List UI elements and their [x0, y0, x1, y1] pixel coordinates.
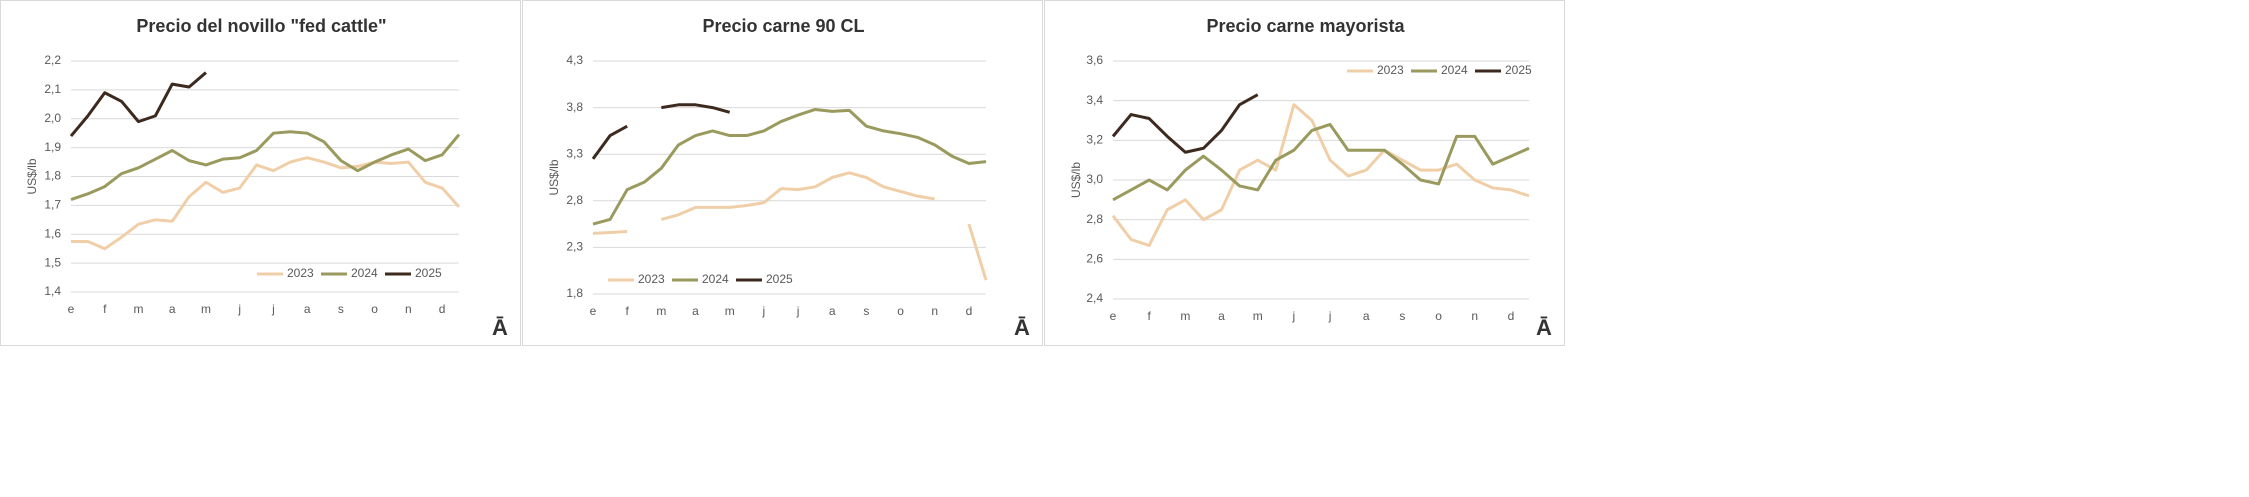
x-tick-label: a	[1363, 309, 1370, 323]
y-tick-label: 1,4	[44, 284, 61, 298]
x-tick-label: j	[762, 304, 766, 318]
x-tick-label: o	[897, 304, 904, 318]
legend-label: 2025	[766, 272, 793, 286]
y-tick-label: 2,2	[44, 53, 61, 67]
y-tick-label: 1,8	[566, 286, 583, 300]
series-line	[592, 230, 628, 235]
legend-label: 2023	[638, 272, 665, 286]
x-tick-label: s	[863, 304, 869, 318]
x-tick-label: a	[304, 302, 311, 316]
x-tick-label: o	[1435, 309, 1442, 323]
x-tick-label: a	[169, 302, 176, 316]
x-tick-label: s	[338, 302, 344, 316]
x-tick-label: j	[271, 302, 275, 316]
series-line	[69, 71, 207, 138]
x-tick-label: n	[1471, 309, 1478, 323]
icon: Ā	[1014, 315, 1030, 340]
x-tick-label: e	[68, 302, 75, 316]
legend-label: 2025	[1505, 63, 1532, 77]
y-tick-label: 2,8	[1086, 212, 1103, 226]
y-tick-label: 2,4	[1086, 291, 1103, 305]
x-tick-label: a	[1218, 309, 1225, 323]
legend-label: 2025	[415, 266, 442, 280]
chart-title: Precio carne 90 CL	[702, 16, 864, 36]
x-tick-label: f	[103, 302, 107, 316]
y-tick-label: 2,6	[1086, 252, 1103, 266]
y-axis-title: US$/lb	[1069, 162, 1083, 198]
y-tick-label: 3,2	[1086, 133, 1103, 147]
y-tick-label: 3,3	[566, 146, 583, 160]
series-line	[591, 124, 628, 160]
x-tick-label: e	[1110, 309, 1117, 323]
chart-panel: Precio del novillo "fed cattle" US$/lb Ā 1,…	[0, 0, 521, 346]
series-line	[592, 107, 987, 226]
x-tick-label: m	[1253, 309, 1263, 323]
y-tick-label: 3,6	[1086, 53, 1103, 67]
legend-label: 2024	[351, 266, 378, 280]
y-axis-title: US$/lb	[547, 159, 561, 195]
y-tick-label: 3,8	[566, 100, 583, 114]
legend-label: 2023	[1377, 63, 1404, 77]
x-tick-label: d	[439, 302, 446, 316]
y-tick-label: 1,8	[44, 169, 61, 183]
icon: Ā	[1536, 315, 1552, 340]
series-line	[1111, 103, 1530, 247]
legend-label: 2024	[702, 272, 729, 286]
y-tick-label: 2,3	[566, 240, 583, 254]
x-tick-label: e	[590, 304, 597, 318]
y-tick-label: 2,0	[44, 111, 61, 125]
y-tick-label: 1,5	[44, 255, 61, 269]
y-tick-label: 2,1	[44, 82, 61, 96]
y-tick-label: 1,9	[44, 140, 61, 154]
legend-label: 2024	[1441, 63, 1468, 77]
y-tick-label: 1,7	[44, 198, 61, 212]
x-tick-label: j	[237, 302, 241, 316]
series-line	[1112, 122, 1530, 202]
x-tick-label: m	[133, 302, 143, 316]
x-tick-label: s	[1399, 309, 1405, 323]
icon: Ā	[492, 315, 508, 340]
series-line	[661, 103, 731, 114]
y-tick-label: 3,4	[1086, 93, 1103, 107]
x-tick-label: f	[626, 304, 630, 318]
chart-title: Precio del novillo "fed cattle"	[136, 16, 386, 36]
y-tick-label: 4,3	[566, 53, 583, 67]
x-tick-label: m	[725, 304, 735, 318]
chart-panel: Precio carne mayorista US$/lb Ā 2,4 2,6 2,8 3,…	[1044, 0, 1565, 346]
x-tick-label: m	[1180, 309, 1190, 323]
x-tick-label: o	[371, 302, 378, 316]
x-tick-label: j	[1292, 309, 1296, 323]
x-tick-label: n	[931, 304, 938, 318]
x-tick-label: m	[201, 302, 211, 316]
y-tick-label: 3,0	[1086, 172, 1103, 186]
series-line	[967, 223, 988, 281]
x-tick-label: j	[796, 304, 800, 318]
x-tick-label: f	[1148, 309, 1152, 323]
chart-panel: Precio carne 90 CL US$/lb Ā 1,8 2,3 2,8 3,3 3,8…	[522, 0, 1043, 346]
chart-title: Precio carne mayorista	[1206, 16, 1405, 36]
x-tick-label: n	[405, 302, 412, 316]
x-tick-label: d	[966, 304, 973, 318]
x-tick-label: j	[1328, 309, 1332, 323]
series-line	[71, 156, 461, 251]
x-tick-label: m	[656, 304, 666, 318]
series-line	[1111, 93, 1259, 154]
x-tick-label: d	[1508, 309, 1515, 323]
series-line	[660, 171, 935, 221]
y-tick-label: 1,6	[44, 226, 61, 240]
series-line	[70, 130, 461, 202]
x-tick-label: a	[829, 304, 836, 318]
y-axis-title: US$/lb	[25, 158, 39, 194]
y-tick-label: 2,8	[566, 193, 583, 207]
x-tick-label: a	[692, 304, 699, 318]
legend-label: 2023	[287, 266, 314, 280]
